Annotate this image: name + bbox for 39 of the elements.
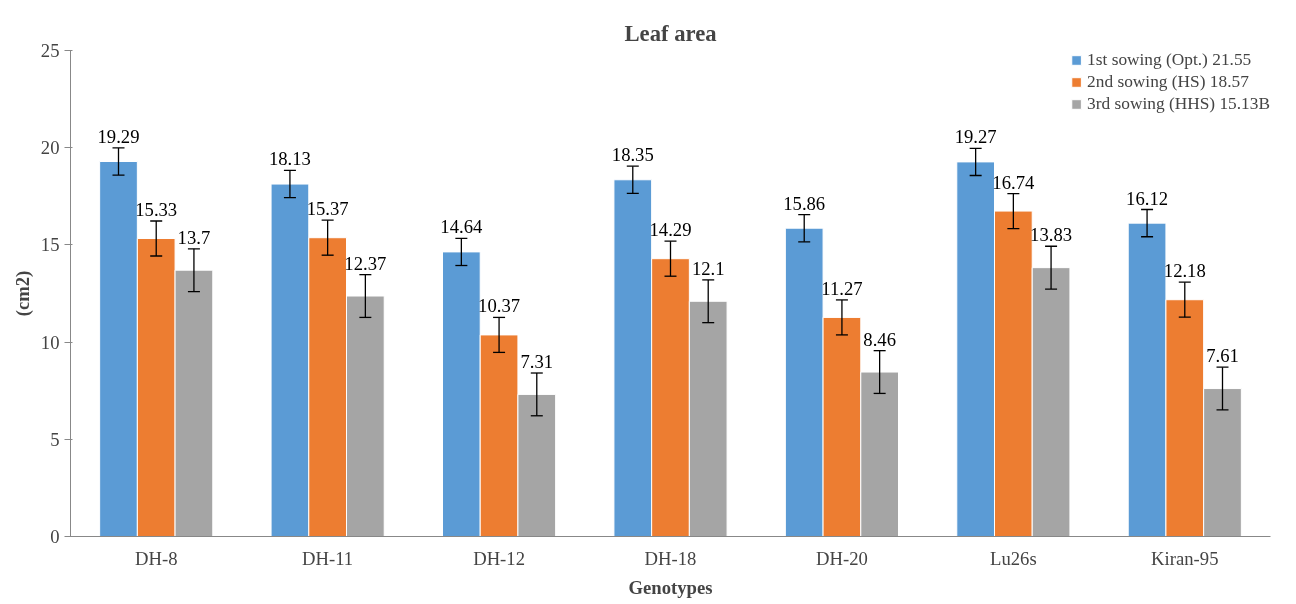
data-label: 14.64 xyxy=(440,216,484,238)
x-tick-label: DH-8 xyxy=(134,547,178,569)
y-tick-label: 15 xyxy=(40,234,60,256)
y-tick-label: 10 xyxy=(40,331,60,353)
data-label: 19.27 xyxy=(954,126,997,148)
data-label: 13.7 xyxy=(177,226,211,248)
data-label: 7.61 xyxy=(1206,345,1239,367)
legend-label: 2nd sowing (HS) 18.57 xyxy=(1087,72,1249,92)
data-label: 18.13 xyxy=(268,148,311,170)
data-label: 15.86 xyxy=(783,192,826,214)
y-tick-label: 25 xyxy=(40,40,60,61)
legend-label: 3rd sowing (HHS) 15.13B xyxy=(1087,94,1270,114)
data-label: 19.29 xyxy=(97,125,140,147)
x-axis-title: Genotypes xyxy=(628,576,713,598)
data-label: 16.74 xyxy=(992,171,1036,193)
data-label: 14.29 xyxy=(649,219,692,241)
x-tick-label: DH-11 xyxy=(302,547,354,569)
y-axis-title: (cm2) xyxy=(11,270,34,317)
y-tick-label: 0 xyxy=(50,526,60,547)
data-label: 12.1 xyxy=(691,257,725,279)
data-label: 16.12 xyxy=(1126,187,1169,209)
data-label: 15.33 xyxy=(135,198,178,220)
data-label: 12.18 xyxy=(1163,260,1206,282)
data-label: 10.37 xyxy=(478,295,521,317)
data-label: 7.31 xyxy=(520,351,554,373)
data-label: 11.27 xyxy=(821,277,863,299)
y-tick-label: 5 xyxy=(50,428,60,450)
x-tick-label: Kiran-95 xyxy=(1151,547,1219,569)
chart-title: Leaf area xyxy=(624,20,717,46)
data-label: 15.37 xyxy=(306,198,349,220)
x-tick-label: DH-12 xyxy=(473,547,525,569)
data-label: 18.35 xyxy=(611,144,654,166)
x-tick-label: DH-20 xyxy=(816,547,868,569)
x-tick-label: DH-18 xyxy=(644,547,697,569)
data-label: 8.46 xyxy=(863,328,896,350)
legend-label: 1st sowing (Opt.) 21.55 xyxy=(1087,50,1252,70)
x-tick-label: Lu26s xyxy=(990,547,1037,569)
y-tick-label: 20 xyxy=(40,137,60,159)
data-label: 12.37 xyxy=(344,252,387,274)
